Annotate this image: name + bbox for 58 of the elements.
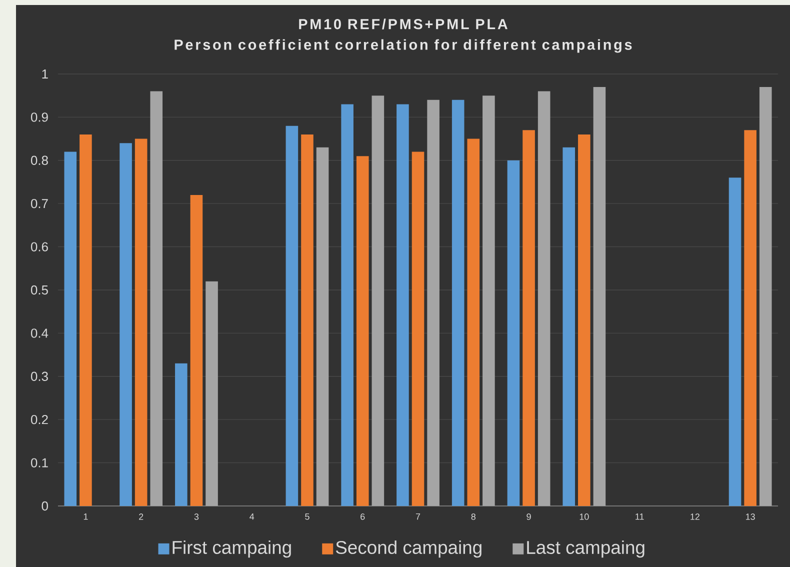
legend-label: First campaing bbox=[172, 540, 291, 558]
y-tick-label: 0.3 bbox=[30, 372, 48, 381]
x-tick-label: 11 bbox=[636, 514, 644, 520]
chart-subtitle: Person coefficient correlation for different campaings bbox=[174, 39, 632, 53]
x-tick-label: 10 bbox=[580, 514, 589, 520]
bar bbox=[744, 130, 756, 506]
x-tick-label: 1 bbox=[84, 514, 88, 520]
bar bbox=[206, 281, 218, 506]
x-tick-label: 8 bbox=[471, 514, 476, 520]
bar bbox=[120, 143, 132, 506]
x-tick-label: 9 bbox=[526, 514, 531, 520]
bar bbox=[507, 160, 520, 506]
bar bbox=[427, 100, 440, 506]
bar bbox=[301, 134, 314, 506]
bar bbox=[316, 147, 329, 506]
x-tick-label: 5 bbox=[305, 514, 310, 520]
bar bbox=[412, 152, 424, 506]
bar bbox=[356, 156, 369, 506]
bar bbox=[286, 126, 298, 506]
bar bbox=[452, 100, 464, 506]
bar bbox=[396, 104, 409, 506]
y-tick-label: 0.6 bbox=[30, 242, 48, 252]
bar bbox=[593, 86, 606, 506]
y-tick-label: 0.7 bbox=[30, 198, 48, 208]
bar bbox=[150, 91, 163, 506]
y-tick-label: 0.4 bbox=[30, 328, 48, 338]
y-tick-label: 0.8 bbox=[30, 156, 48, 165]
chart-title: PM10 REF/PMS+PML PLA bbox=[299, 18, 508, 30]
x-tick-label: 4 bbox=[250, 514, 254, 520]
bar bbox=[372, 96, 384, 506]
y-tick-label: 0 bbox=[42, 501, 48, 511]
x-tick-label: 12 bbox=[690, 514, 700, 520]
bar bbox=[482, 96, 495, 506]
bar bbox=[80, 134, 92, 506]
bar bbox=[467, 138, 480, 506]
x-tick-label: 13 bbox=[746, 514, 755, 520]
bar bbox=[175, 363, 188, 506]
x-tick-label: 2 bbox=[139, 514, 144, 520]
bar bbox=[134, 138, 148, 506]
x-tick-label: 6 bbox=[360, 514, 365, 520]
y-tick-label: 0.1 bbox=[30, 458, 48, 468]
y-tick-label: 0.9 bbox=[30, 112, 48, 122]
bar bbox=[190, 194, 203, 506]
legend-label: Second campaing bbox=[336, 540, 482, 558]
x-tick-label: 7 bbox=[416, 514, 420, 520]
bar bbox=[64, 152, 77, 506]
bar bbox=[759, 86, 772, 506]
x-tick-label: 3 bbox=[194, 514, 199, 520]
y-tick-label: 1 bbox=[42, 70, 48, 78]
bar bbox=[728, 178, 742, 506]
y-tick-label: 0.5 bbox=[30, 285, 48, 295]
bar bbox=[538, 91, 550, 506]
bar bbox=[562, 147, 576, 506]
legend-label: Last campaing bbox=[527, 540, 644, 558]
bar bbox=[522, 130, 535, 506]
bar bbox=[341, 104, 354, 506]
bar bbox=[578, 134, 590, 506]
y-tick-label: 0.2 bbox=[30, 414, 48, 424]
